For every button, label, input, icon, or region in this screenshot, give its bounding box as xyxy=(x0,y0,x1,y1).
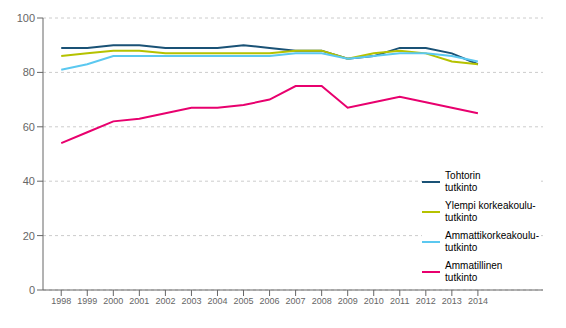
svg-text:60: 60 xyxy=(23,121,35,133)
svg-text:2014: 2014 xyxy=(468,296,488,306)
svg-text:2005: 2005 xyxy=(234,296,254,306)
svg-text:100: 100 xyxy=(17,12,35,24)
svg-text:2001: 2001 xyxy=(129,296,149,306)
svg-text:2000: 2000 xyxy=(103,296,123,306)
svg-text:2009: 2009 xyxy=(338,296,358,306)
svg-text:2008: 2008 xyxy=(312,296,332,306)
svg-text:1999: 1999 xyxy=(77,296,97,306)
html-text:tutkinto: tutkinto xyxy=(445,242,478,253)
svg-text:2012: 2012 xyxy=(416,296,436,306)
svg-text:2004: 2004 xyxy=(207,296,227,306)
svg-text:20: 20 xyxy=(23,230,35,242)
html-text:Ylempi korkeakoulu-: Ylempi korkeakoulu- xyxy=(445,200,536,211)
svg-text:2010: 2010 xyxy=(364,296,384,306)
svg-text:80: 80 xyxy=(23,66,35,78)
svg-text:2003: 2003 xyxy=(181,296,201,306)
html-text:tutkinto: tutkinto xyxy=(445,182,478,193)
svg-text:2011: 2011 xyxy=(390,296,409,306)
html-text:Ammatillinen: Ammatillinen xyxy=(445,260,503,271)
html-text:tutkinto: tutkinto xyxy=(445,212,478,223)
svg-text:1998: 1998 xyxy=(51,296,71,306)
svg-text:0: 0 xyxy=(29,284,35,296)
svg-text:40: 40 xyxy=(23,175,35,187)
html-text:tutkinto: tutkinto xyxy=(445,272,478,283)
html-text:Ammattikorkeakoulu-: Ammattikorkeakoulu- xyxy=(445,230,539,241)
svg-text:2006: 2006 xyxy=(260,296,280,306)
svg-text:2007: 2007 xyxy=(286,296,306,306)
html-text:Tohtorin: Tohtorin xyxy=(445,170,481,181)
svg-text:2013: 2013 xyxy=(442,296,462,306)
svg-text:2002: 2002 xyxy=(155,296,175,306)
